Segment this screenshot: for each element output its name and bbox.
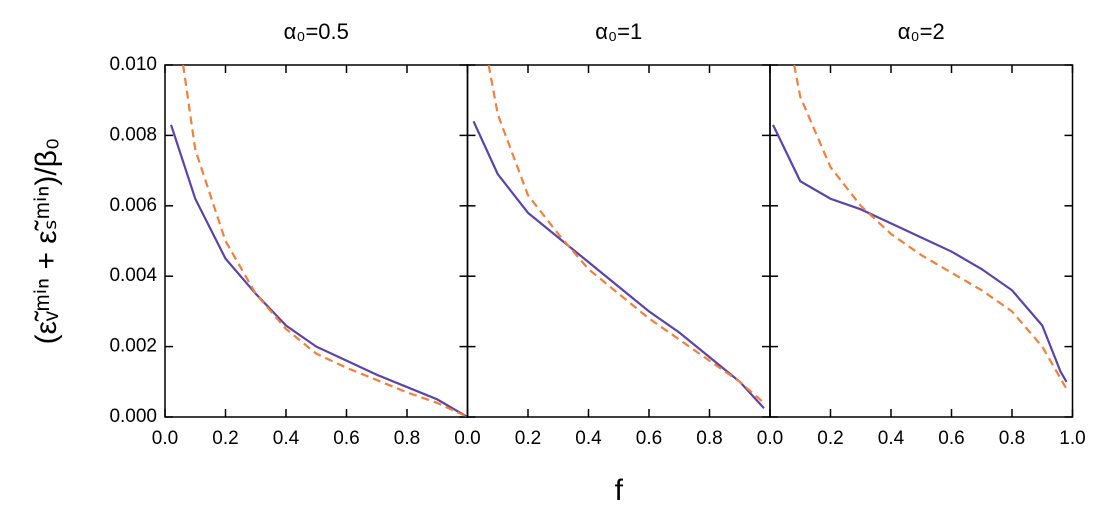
plot-area: [472, 65, 765, 409]
y-tick-label: 0.000: [109, 406, 157, 427]
panel-title: α₀=0.5: [284, 19, 349, 44]
x-tick-label: 0.0: [454, 428, 480, 449]
series-line: [472, 120, 765, 409]
series-line: [487, 65, 765, 404]
x-tick-label: 0.0: [152, 428, 178, 449]
plot-frame: [769, 64, 1074, 418]
x-tick-label: 0.6: [938, 428, 964, 449]
plot-frame: [466, 64, 771, 418]
x-tick-label: 0.4: [575, 428, 602, 449]
panel-title: α₀=1: [595, 19, 642, 44]
y-tick-label: 0.004: [109, 265, 157, 286]
y-axis-label: (ε̃ᵥᵐⁱⁿ + ε̃ₛᵐⁱⁿ)/β₀: [30, 138, 63, 345]
x-tick-label: 0.8: [696, 428, 722, 449]
series-line: [182, 65, 468, 417]
plot-area: [170, 65, 468, 417]
x-tick-label: 0.8: [999, 428, 1025, 449]
x-axis-label: f: [615, 474, 624, 507]
x-tick-label: 0.2: [515, 428, 541, 449]
x-tick-label: 0.2: [212, 428, 238, 449]
y-tick-label: 0.010: [109, 54, 157, 75]
panel-title: α₀=2: [898, 19, 945, 44]
x-tick-label: 0.8: [394, 428, 420, 449]
plot-area: [772, 65, 1068, 390]
x-tick-label: 0.4: [273, 428, 300, 449]
x-tick-label: 1.0: [1059, 428, 1085, 449]
x-tick-label: 0.6: [333, 428, 359, 449]
x-tick-label: 0.6: [636, 428, 662, 449]
x-tick-label: 0.4: [878, 428, 905, 449]
x-tick-label: 0.0: [757, 428, 783, 449]
x-tick-label: 0.2: [817, 428, 843, 449]
series-line: [772, 124, 1068, 383]
y-tick-label: 0.008: [109, 124, 157, 145]
y-tick-label: 0.002: [109, 336, 157, 357]
y-tick-label: 0.006: [109, 195, 157, 216]
series-line: [793, 65, 1068, 390]
plot-frame: [164, 64, 469, 418]
series-line: [170, 124, 468, 417]
